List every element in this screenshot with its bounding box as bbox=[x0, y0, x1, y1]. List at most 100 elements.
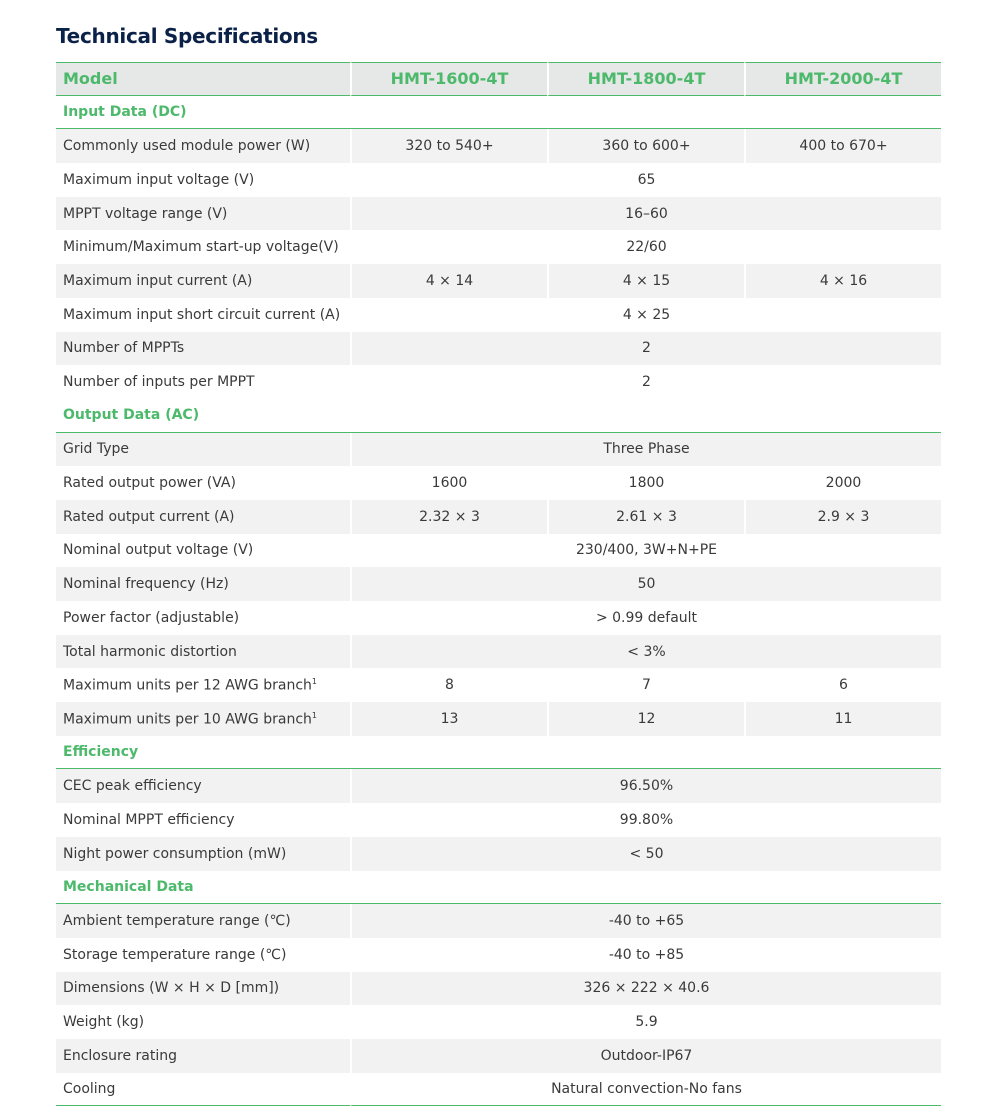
row-label-text: Weight (kg) bbox=[63, 1014, 145, 1031]
section-title: Output Data (AC) bbox=[56, 399, 941, 433]
table-row: Cooling Natural convection-No fans bbox=[56, 1072, 941, 1107]
table-row: Maximum units per 10 AWG branch1 13 12 11 bbox=[56, 702, 941, 736]
row-label-text: Maximum input voltage (V) bbox=[63, 171, 255, 188]
row-value-all-models: 50 bbox=[350, 567, 941, 601]
row-label: Maximum units per 12 AWG branch1 bbox=[56, 668, 350, 702]
row-label: Minimum/Maximum start-up voltage(V) bbox=[56, 230, 350, 264]
section-title: Input Data (DC) bbox=[56, 96, 941, 130]
row-label-text: Minimum/Maximum start-up voltage(V) bbox=[63, 239, 339, 256]
page-title: Technical Specifications bbox=[56, 24, 318, 48]
row-value: 2.9 × 3 bbox=[744, 499, 941, 534]
table-row: Number of inputs per MPPT 2 bbox=[56, 365, 941, 399]
row-value-all-models: > 0.99 default bbox=[350, 601, 941, 635]
row-label: Nominal output voltage (V) bbox=[56, 534, 350, 568]
table-row: MPPT voltage range (V) 16–60 bbox=[56, 196, 941, 231]
table-row: Grid Type Three Phase bbox=[56, 432, 941, 467]
row-value-all-models: 5.9 bbox=[350, 1005, 941, 1039]
row-label: Weight (kg) bbox=[56, 1005, 350, 1039]
table-row: CEC peak efficiency 96.50% bbox=[56, 769, 941, 804]
row-label: Number of MPPTs bbox=[56, 331, 350, 366]
row-value-all-models: 22/60 bbox=[350, 230, 941, 265]
row-label-text: Total harmonic distortion bbox=[63, 643, 237, 660]
row-value-all-models: 16–60 bbox=[350, 196, 941, 231]
header-row: Model HMT-1600-4T HMT-1800-4T HMT-2000-4… bbox=[56, 62, 941, 96]
header-model-1800: HMT-1800-4T bbox=[547, 62, 744, 96]
row-label-text: Storage temperature range (℃) bbox=[63, 946, 287, 963]
row-value-all-models: 2 bbox=[350, 365, 941, 399]
row-label: MPPT voltage range (V) bbox=[56, 196, 350, 231]
row-value: 8 bbox=[350, 668, 547, 703]
row-label: Nominal frequency (Hz) bbox=[56, 567, 350, 601]
row-label: Commonly used module power (W) bbox=[56, 129, 350, 164]
row-value-all-models: Natural convection-No fans bbox=[350, 1072, 941, 1107]
row-label-text: Nominal output voltage (V) bbox=[63, 542, 254, 559]
row-label: Maximum input voltage (V) bbox=[56, 163, 350, 197]
row-value: 2.61 × 3 bbox=[547, 499, 744, 534]
row-value: 4 × 16 bbox=[744, 264, 941, 298]
row-label-text: MPPT voltage range (V) bbox=[63, 205, 228, 222]
row-value-all-models: Three Phase bbox=[350, 432, 941, 467]
section-title: Mechanical Data bbox=[56, 871, 941, 905]
table-row: Rated output power (VA) 1600 1800 2000 bbox=[56, 466, 941, 500]
header-model-2000: HMT-2000-4T bbox=[744, 62, 941, 96]
row-value: 4 × 15 bbox=[547, 264, 744, 298]
row-value-all-models: -40 to +65 bbox=[350, 904, 941, 938]
table-row: Nominal MPPT efficiency 99.80% bbox=[56, 803, 941, 837]
row-value-all-models: -40 to +85 bbox=[350, 937, 941, 972]
row-label: Total harmonic distortion bbox=[56, 634, 350, 669]
row-label: Maximum input short circuit current (A) bbox=[56, 298, 350, 332]
header-model-label: Model bbox=[56, 62, 350, 96]
row-value-all-models: < 50 bbox=[350, 836, 941, 871]
row-value: 1600 bbox=[350, 466, 547, 500]
row-value: 400 to 670+ bbox=[744, 129, 941, 164]
row-label-text: Dimensions (W × H × D [mm]) bbox=[63, 980, 280, 997]
row-label-text: Cooling bbox=[63, 1080, 116, 1097]
row-label-text: Nominal frequency (Hz) bbox=[63, 576, 229, 593]
row-value-all-models: 4 × 25 bbox=[350, 297, 941, 332]
table-row: Maximum input current (A) 4 × 14 4 × 15 4 ×… bbox=[56, 264, 941, 298]
row-label-text: Power factor (adjustable) bbox=[63, 609, 240, 626]
table-row: Number of MPPTs 2 bbox=[56, 331, 941, 366]
row-value: 7 bbox=[547, 668, 744, 703]
table-row: Enclosure rating Outdoor-IP67 bbox=[56, 1038, 941, 1073]
table-row: Weight (kg) 5.9 bbox=[56, 1005, 941, 1039]
table-row: Nominal output voltage (V) 230/400, 3W+N+… bbox=[56, 533, 941, 568]
row-value: 4 × 14 bbox=[350, 264, 547, 298]
row-label: Cooling bbox=[56, 1073, 350, 1107]
row-label: Number of inputs per MPPT bbox=[56, 365, 350, 399]
section-row: Efficiency bbox=[56, 736, 941, 770]
row-label-text: Number of MPPTs bbox=[63, 340, 185, 357]
row-label: Maximum units per 10 AWG branch1 bbox=[56, 702, 350, 736]
table-row: Maximum input short circuit current (A) 4… bbox=[56, 297, 941, 332]
section-row: Output Data (AC) bbox=[56, 399, 941, 433]
table-row: Dimensions (W × H × D [mm]) 326 × 222 × 4… bbox=[56, 971, 941, 1006]
table-row: Total harmonic distortion < 3% bbox=[56, 634, 941, 669]
row-value: 2000 bbox=[744, 466, 941, 500]
row-value: 320 to 540+ bbox=[350, 129, 547, 164]
row-label-text: Rated output power (VA) bbox=[63, 475, 236, 492]
row-label-text: Maximum units per 10 AWG branch bbox=[63, 711, 312, 728]
row-value: 12 bbox=[547, 702, 744, 736]
row-value-all-models: 326 × 222 × 40.6 bbox=[350, 971, 941, 1006]
row-value: 11 bbox=[744, 702, 941, 736]
table-row: Minimum/Maximum start-up voltage(V) 22/60 bbox=[56, 230, 941, 265]
row-label: Rated output power (VA) bbox=[56, 466, 350, 500]
row-value: 13 bbox=[350, 702, 547, 736]
section-title: Efficiency bbox=[56, 736, 941, 770]
table-row: Night power consumption (mW) < 50 bbox=[56, 836, 941, 871]
row-label-text: Night power consumption (mW) bbox=[63, 845, 287, 862]
row-value-all-models: 230/400, 3W+N+PE bbox=[350, 533, 941, 568]
row-label: Power factor (adjustable) bbox=[56, 601, 350, 635]
row-label-text: Maximum input current (A) bbox=[63, 272, 253, 289]
table-row: Storage temperature range (℃) -40 to +85 bbox=[56, 937, 941, 972]
table-row: Rated output current (A) 2.32 × 3 2.61 × 3… bbox=[56, 499, 941, 534]
table-row: Commonly used module power (W) 320 to 540… bbox=[56, 129, 941, 164]
row-label-text: CEC peak efficiency bbox=[63, 778, 202, 795]
row-label: Nominal MPPT efficiency bbox=[56, 803, 350, 837]
section-row: Input Data (DC) bbox=[56, 96, 941, 130]
header-model-1600: HMT-1600-4T bbox=[350, 62, 547, 96]
row-value-all-models: Outdoor-IP67 bbox=[350, 1038, 941, 1073]
row-value: 1800 bbox=[547, 466, 744, 500]
row-label-text: Maximum input short circuit current (A) bbox=[63, 306, 341, 323]
row-value-all-models: 96.50% bbox=[350, 769, 941, 804]
